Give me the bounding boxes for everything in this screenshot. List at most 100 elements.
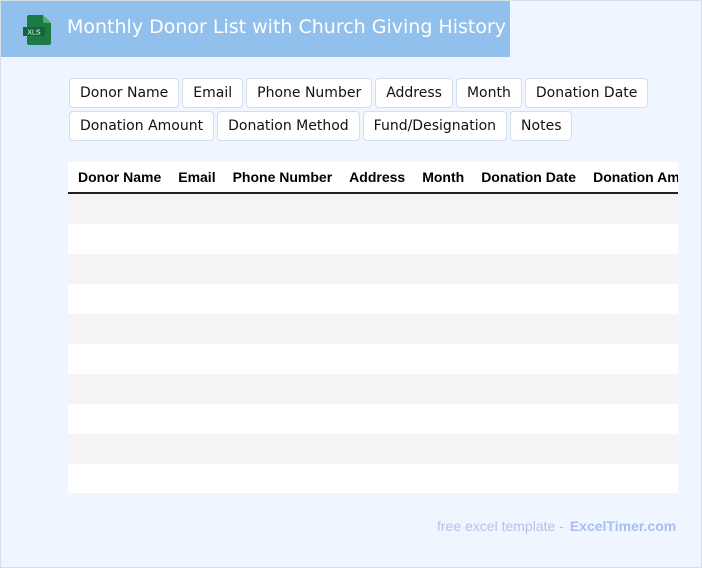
table-cell[interactable] — [339, 314, 413, 344]
table-cell[interactable] — [471, 314, 584, 344]
table-cell[interactable] — [68, 344, 169, 374]
table-cell[interactable] — [68, 374, 169, 404]
table-cell[interactable] — [339, 284, 413, 314]
table-cell[interactable] — [583, 404, 678, 434]
table-cell[interactable] — [583, 464, 678, 493]
table-cell[interactable] — [583, 314, 678, 344]
column-chip-list: Donor Name Email Phone Number Address Month D… — [69, 78, 649, 141]
table-row — [68, 404, 678, 434]
column-header: Month — [412, 162, 472, 194]
table-header-row: Donor Name Email Phone Number Address Month D… — [68, 162, 678, 194]
table-cell[interactable] — [412, 224, 472, 254]
table-row — [68, 224, 678, 254]
table-cell[interactable] — [222, 193, 340, 224]
table-cell[interactable] — [168, 254, 223, 284]
table-cell[interactable] — [412, 314, 472, 344]
column-chip[interactable]: Address — [375, 78, 453, 108]
table-cell[interactable] — [471, 464, 584, 493]
table-cell[interactable] — [68, 434, 169, 464]
table-cell[interactable] — [412, 193, 472, 224]
table-cell[interactable] — [222, 254, 340, 284]
column-chip[interactable]: Donation Amount — [69, 111, 215, 141]
table-cell[interactable] — [339, 374, 413, 404]
table-cell[interactable] — [583, 254, 678, 284]
table-cell[interactable] — [68, 314, 169, 344]
table-cell[interactable] — [471, 193, 584, 224]
table-cell[interactable] — [583, 224, 678, 254]
title-banner: XLS Monthly Donor List with Church Givin… — [1, 1, 510, 57]
table-cell[interactable] — [412, 464, 472, 493]
table-row — [68, 464, 678, 493]
table-cell[interactable] — [68, 284, 169, 314]
table-cell[interactable] — [222, 404, 340, 434]
table-cell[interactable] — [168, 344, 223, 374]
page-title: Monthly Donor List with Church Giving Hi… — [67, 16, 507, 38]
table-cell[interactable] — [168, 193, 223, 224]
table-cell[interactable] — [168, 434, 223, 464]
table-cell[interactable] — [222, 464, 340, 493]
table-cell[interactable] — [168, 314, 223, 344]
column-chip[interactable]: Donation Date — [524, 78, 649, 108]
table-cell[interactable] — [583, 374, 678, 404]
table-cell[interactable] — [583, 284, 678, 314]
donor-table-container[interactable]: Donor Name Email Phone Number Address Month D… — [68, 162, 678, 493]
table-cell[interactable] — [168, 374, 223, 404]
table-cell[interactable] — [412, 284, 472, 314]
table-cell[interactable] — [471, 224, 584, 254]
svg-text:XLS: XLS — [27, 30, 41, 37]
table-cell[interactable] — [339, 344, 413, 374]
table-cell[interactable] — [339, 404, 413, 434]
column-header: Address — [339, 162, 413, 194]
table-cell[interactable] — [471, 284, 584, 314]
column-header: Donation Amount — [583, 162, 678, 194]
table-cell[interactable] — [339, 193, 413, 224]
table-cell[interactable] — [168, 224, 223, 254]
table-cell[interactable] — [68, 254, 169, 284]
table-cell[interactable] — [68, 404, 169, 434]
table-cell[interactable] — [68, 464, 169, 493]
xls-file-icon: XLS — [23, 15, 51, 45]
table-cell[interactable] — [339, 464, 413, 493]
table-cell[interactable] — [412, 254, 472, 284]
footer-text: free excel template - — [437, 518, 564, 534]
table-cell[interactable] — [471, 434, 584, 464]
column-chip[interactable]: Month — [455, 78, 522, 108]
table-cell[interactable] — [583, 193, 678, 224]
table-row — [68, 284, 678, 314]
table-cell[interactable] — [583, 434, 678, 464]
column-chip[interactable]: Donation Method — [217, 111, 360, 141]
column-chip[interactable]: Donor Name — [69, 78, 180, 108]
table-row — [68, 193, 678, 224]
table-cell[interactable] — [339, 434, 413, 464]
table-cell[interactable] — [471, 374, 584, 404]
table-cell[interactable] — [168, 284, 223, 314]
table-cell[interactable] — [471, 254, 584, 284]
table-row — [68, 344, 678, 374]
table-cell[interactable] — [583, 344, 678, 374]
column-chip[interactable]: Email — [182, 78, 244, 108]
table-cell[interactable] — [222, 284, 340, 314]
table-cell[interactable] — [412, 434, 472, 464]
table-cell[interactable] — [222, 314, 340, 344]
table-cell[interactable] — [168, 464, 223, 493]
table-row — [68, 434, 678, 464]
table-cell[interactable] — [168, 404, 223, 434]
column-chip[interactable]: Notes — [510, 111, 573, 141]
table-cell[interactable] — [339, 254, 413, 284]
table-cell[interactable] — [222, 344, 340, 374]
column-chip[interactable]: Fund/Designation — [362, 111, 508, 141]
footer-brand-link[interactable]: ExcelTimer.com — [569, 518, 677, 534]
table-cell[interactable] — [412, 404, 472, 434]
table-cell[interactable] — [222, 434, 340, 464]
footer: free excel template - ExcelTimer.com — [437, 518, 676, 534]
table-cell[interactable] — [412, 344, 472, 374]
table-cell[interactable] — [68, 224, 169, 254]
column-chip[interactable]: Phone Number — [246, 78, 373, 108]
table-cell[interactable] — [222, 374, 340, 404]
table-cell[interactable] — [339, 224, 413, 254]
table-cell[interactable] — [471, 404, 584, 434]
table-cell[interactable] — [471, 344, 584, 374]
table-cell[interactable] — [68, 193, 169, 224]
table-cell[interactable] — [412, 374, 472, 404]
table-cell[interactable] — [222, 224, 340, 254]
